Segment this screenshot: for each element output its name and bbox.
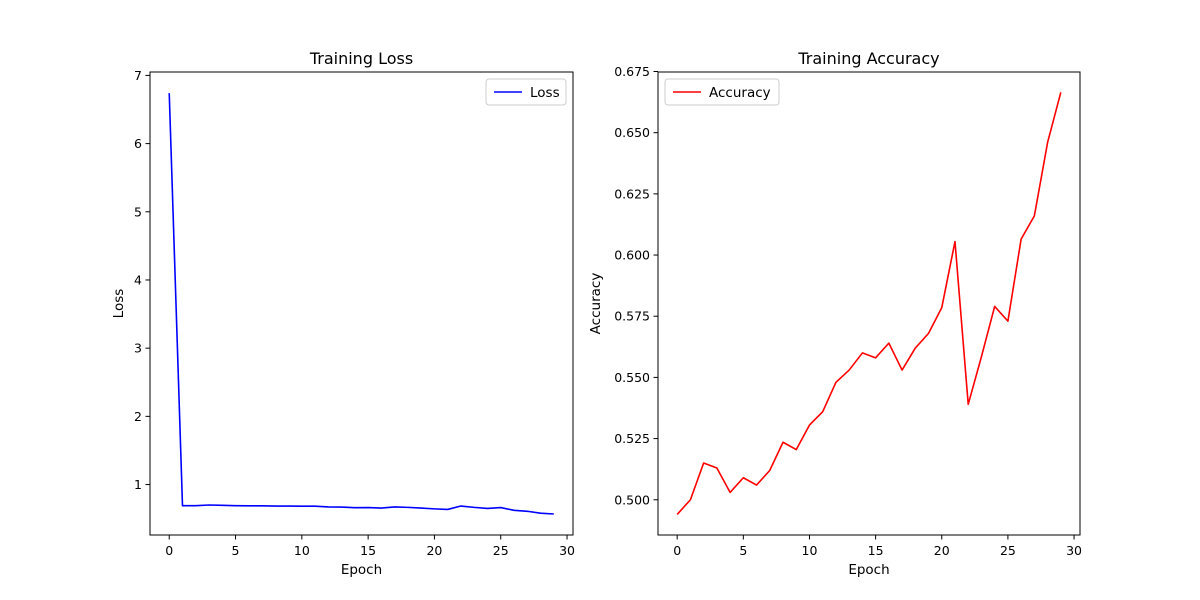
loss-series-line <box>168 93 554 515</box>
loss-x-tick-label: 30 <box>559 543 575 558</box>
loss-y-tick-label: 2 <box>134 409 142 424</box>
accuracy-y-tick-label: 0.600 <box>614 248 650 263</box>
accuracy-y-tick-label: 0.625 <box>614 186 650 201</box>
accuracy-chart-title: Training Accuracy <box>797 49 939 68</box>
accuracy-x-tick-label: 25 <box>1000 543 1016 558</box>
accuracy-legend-box <box>664 78 780 106</box>
accuracy-y-tick-label: 0.550 <box>614 370 650 385</box>
loss-legend: Loss <box>485 78 567 106</box>
loss-y-tick-label: 1 <box>134 477 142 492</box>
accuracy-y-tick-label: 0.500 <box>614 492 650 507</box>
loss-x-tick-label: 5 <box>232 543 240 558</box>
loss-chart: 0 5 10 15 20 25 30 1 2 3 4 5 6 7 Training Loss Epoch Los… <box>111 49 575 578</box>
loss-y-tick-label: 7 <box>134 68 142 83</box>
accuracy-x-tick-label: 30 <box>1066 543 1082 558</box>
loss-x-tick-label: 25 <box>493 543 509 558</box>
accuracy-y-tick-label: 0.575 <box>614 309 650 324</box>
loss-x-tick-label: 20 <box>426 543 442 558</box>
loss-x-axis-label: Epoch <box>341 562 382 578</box>
accuracy-series-line <box>676 92 1062 515</box>
loss-y-tick-label: 6 <box>134 136 142 151</box>
accuracy-y-tick-label: 0.650 <box>614 125 650 140</box>
loss-x-tick-label: 15 <box>360 543 376 558</box>
accuracy-y-tick-label: 0.525 <box>614 431 650 446</box>
loss-x-tick-label: 0 <box>165 543 173 558</box>
loss-chart-title: Training Loss <box>309 49 413 68</box>
accuracy-x-tick-label: 15 <box>868 543 884 558</box>
accuracy-x-tick-label: 20 <box>934 543 950 558</box>
loss-y-tick-label: 3 <box>134 341 142 356</box>
loss-x-tick-label: 10 <box>294 543 310 558</box>
accuracy-chart: 0 5 10 15 20 25 30 0.500 0.525 0.550 0.575 0.600 0.6… <box>588 49 1082 578</box>
loss-y-tick-label: 5 <box>134 204 142 219</box>
accuracy-x-axis-label: Epoch <box>848 562 889 578</box>
accuracy-x-tick-label: 0 <box>673 543 681 558</box>
accuracy-legend: Accuracy <box>664 78 780 106</box>
loss-plot-frame <box>149 71 574 536</box>
loss-legend-box <box>485 78 567 106</box>
accuracy-x-tick-label: 5 <box>739 543 747 558</box>
loss-y-axis-label: Loss <box>111 289 127 319</box>
accuracy-legend-label: Accuracy <box>709 85 771 101</box>
accuracy-y-axis-label: Accuracy <box>588 273 604 335</box>
accuracy-plot-frame <box>657 71 1081 536</box>
loss-y-tick-label: 4 <box>134 272 142 287</box>
loss-legend-label: Loss <box>530 85 560 101</box>
accuracy-y-tick-label: 0.675 <box>614 64 650 79</box>
accuracy-x-tick-label: 10 <box>802 543 818 558</box>
